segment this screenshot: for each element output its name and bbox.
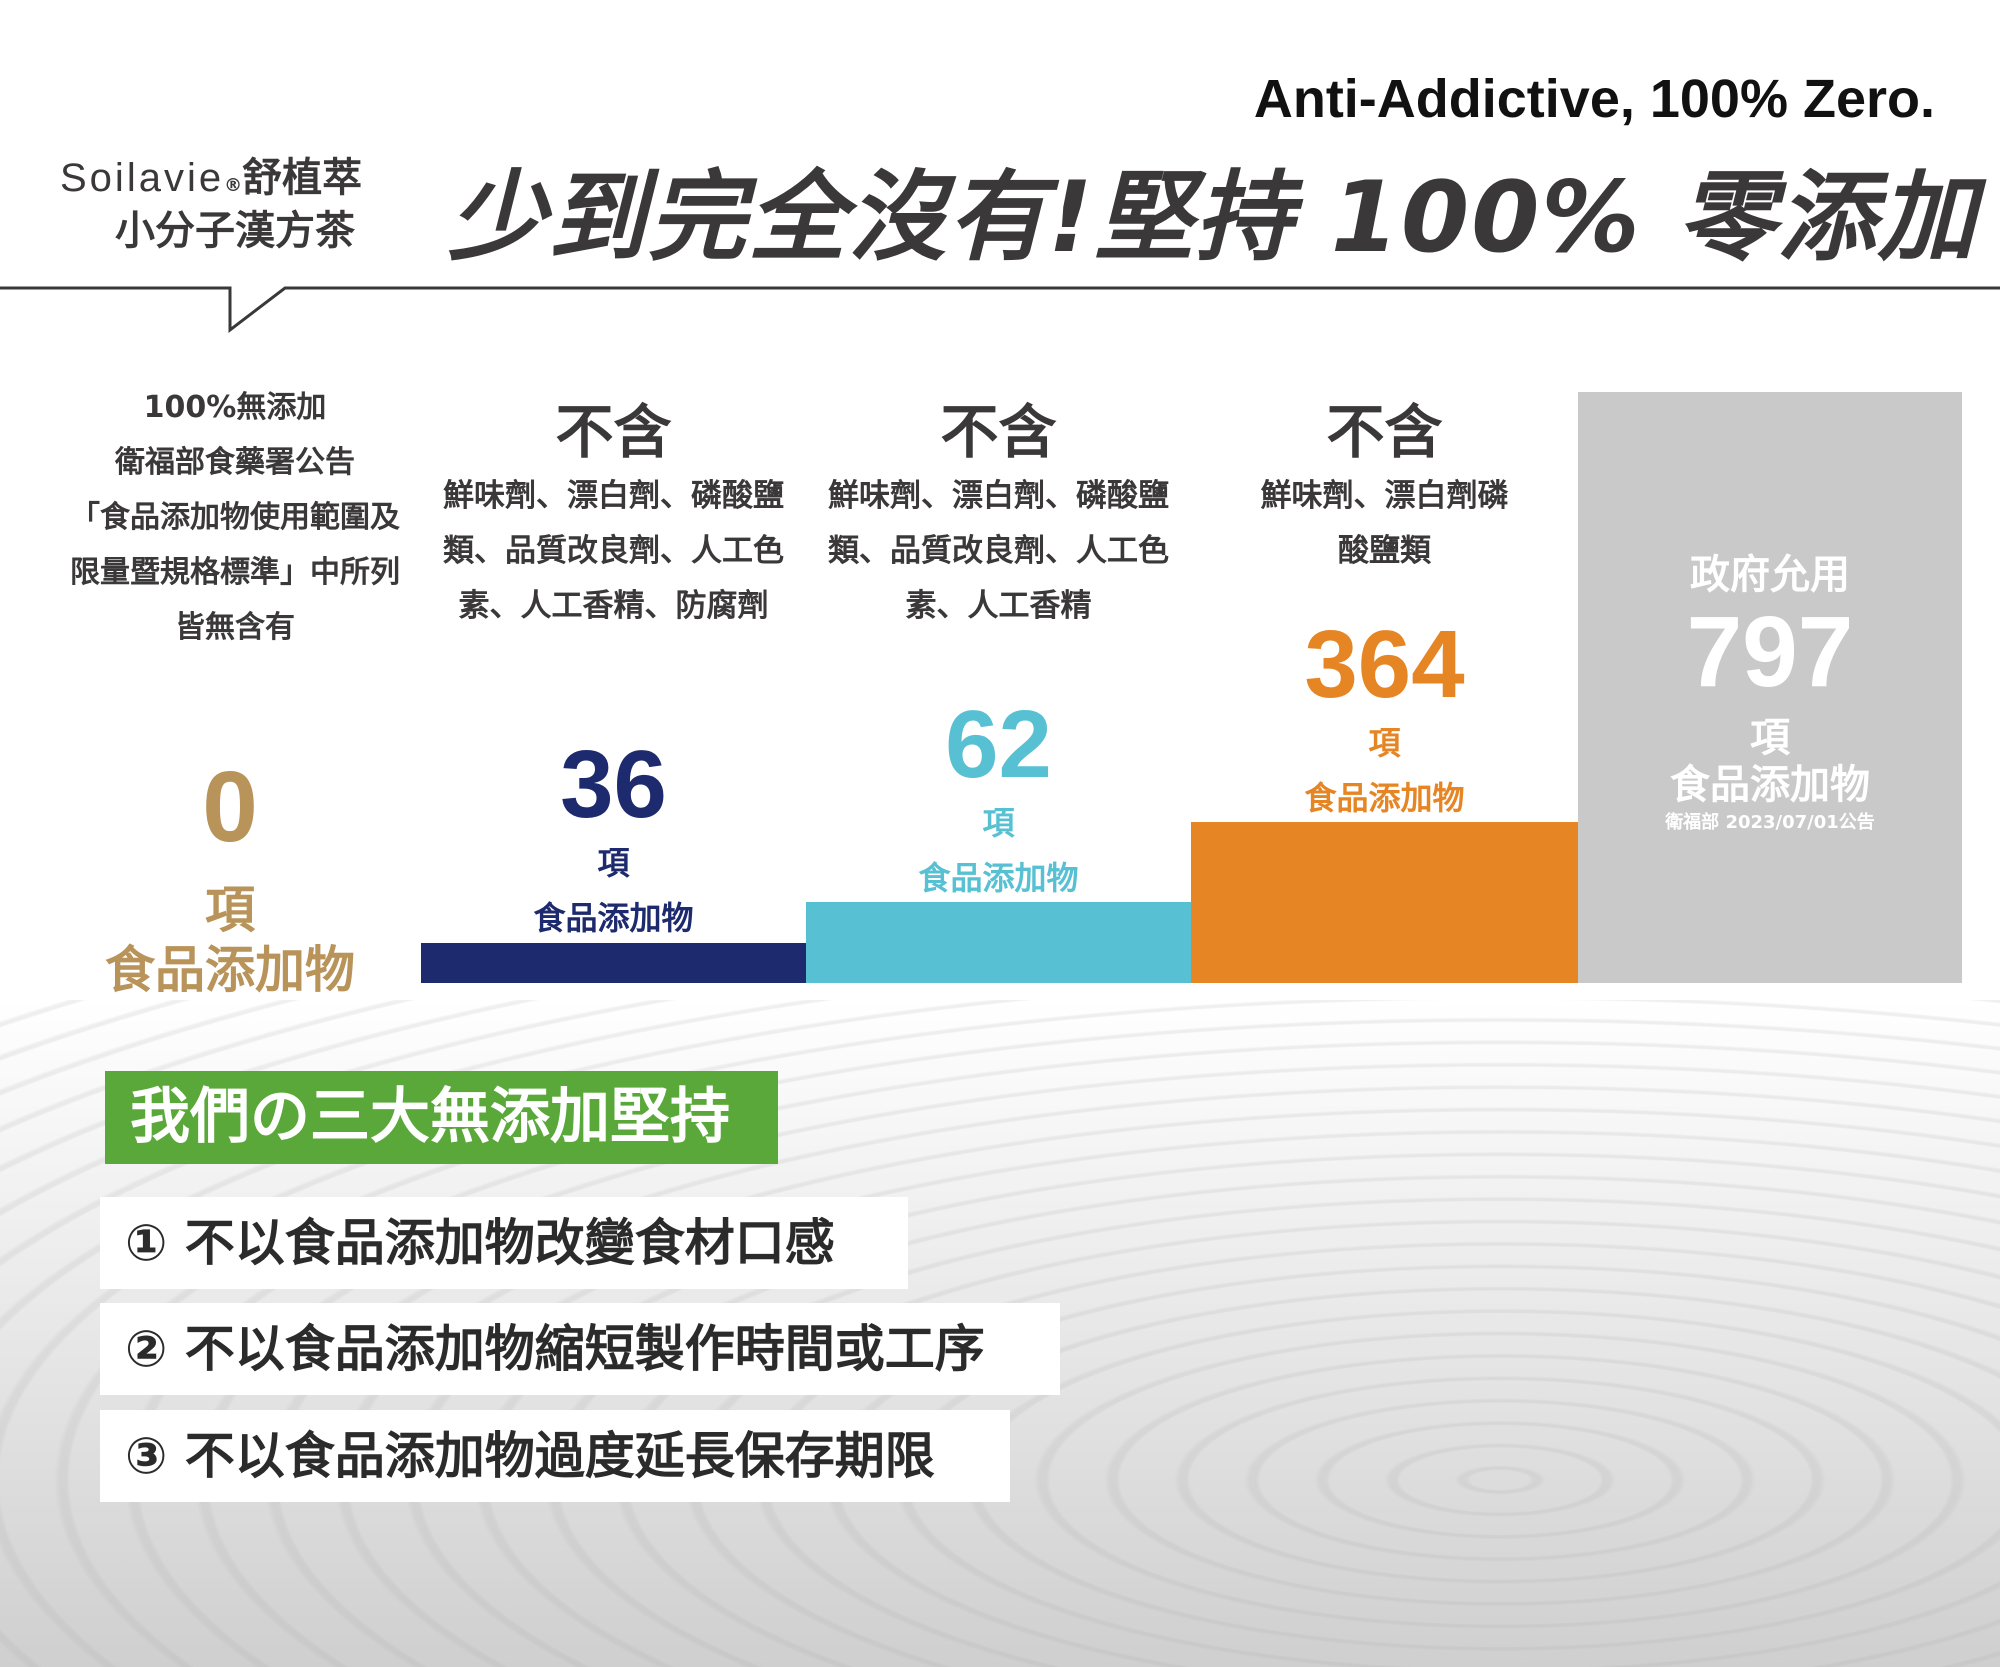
desc-line: 類、品質改良劑、人工色 xyxy=(828,533,1169,569)
column-1-number: 36 xyxy=(560,731,667,838)
commitment-item-3: ③ 不以食品添加物過度延長保存期限 xyxy=(100,1410,1010,1502)
desc-line: 限量暨規格標準」中所列 xyxy=(70,555,400,590)
desc-line: 100%無添加 xyxy=(143,390,327,425)
page-title: 少到完全沒有!堅持 100% 零添加 xyxy=(448,161,1978,275)
column-0-unit: 項 xyxy=(205,881,255,939)
desc-line: 皆無含有 xyxy=(175,610,295,645)
commitment-item-2: ② 不以食品添加物縮短製作時間或工序 xyxy=(100,1303,1060,1395)
column-2-number: 62 xyxy=(945,691,1052,798)
column-3-number: 364 xyxy=(1304,611,1465,718)
commitment-item-1: ① 不以食品添加物改變食材口感 xyxy=(100,1197,908,1289)
column-4-note: 衛福部 2023/07/01公告 xyxy=(1665,812,1875,833)
brand-logo: Soilavie®舒植萃 xyxy=(60,145,362,203)
column-0-number: 0 xyxy=(202,751,258,863)
column-1-label: 食品添加物 xyxy=(533,899,694,937)
desc-line: 鮮味劑、漂白劑磷 xyxy=(1260,478,1509,514)
tagline: Anti-Addictive, 100% Zero. xyxy=(1253,69,1935,129)
column-1-text: 不含 鮮味劑、漂白劑、磷酸鹽 類、品質改良劑、人工色 素、人工香精、防腐劑 xyxy=(421,385,806,634)
bar-797 xyxy=(1578,392,1962,983)
bar-36 xyxy=(421,943,806,983)
commitment-title: 我們の三大無添加堅持 xyxy=(105,1071,778,1164)
bar-364 xyxy=(1191,822,1578,983)
registered-mark: ® xyxy=(224,175,243,196)
desc-line: 鮮味劑、漂白劑、磷酸鹽 xyxy=(443,478,784,514)
desc-line: 類、品質改良劑、人工色 xyxy=(443,533,784,569)
brand-name: Soilavie xyxy=(60,156,225,200)
column-4-unit: 項 xyxy=(1750,715,1790,761)
column-heading: 不含 xyxy=(555,398,672,466)
column-4-heading: 政府允用 xyxy=(1690,552,1850,598)
column-4-label: 食品添加物 xyxy=(1670,762,1870,808)
desc-line: 鮮味劑、漂白劑、磷酸鹽 xyxy=(828,478,1169,514)
column-2-unit: 項 xyxy=(982,804,1015,842)
column-4-number: 797 xyxy=(1686,596,1854,708)
bar-62 xyxy=(806,902,1191,983)
desc-line: 衛福部食藥署公告 xyxy=(115,445,355,480)
column-2-text: 不含 鮮味劑、漂白劑、磷酸鹽 類、品質改良劑、人工色 素、人工香精 xyxy=(806,385,1191,634)
brand-name-zh: 舒植萃 xyxy=(242,155,363,201)
column-heading: 不含 xyxy=(1326,398,1443,466)
column-0-description: 100%無添加 衛福部食藥署公告 「食品添加物使用範圍及 限量暨規格標準」中所列… xyxy=(50,380,420,655)
desc-line: 酸鹽類 xyxy=(1338,533,1431,569)
desc-line: 素、人工香精 xyxy=(905,588,1092,624)
desc-line: 素、人工香精、防腐劑 xyxy=(458,588,769,624)
column-1-unit: 項 xyxy=(597,844,630,882)
column-3-unit: 項 xyxy=(1368,724,1401,762)
column-heading: 不含 xyxy=(940,398,1057,466)
brand-subtitle: 小分子漢方茶 xyxy=(115,208,355,254)
column-2-label: 食品添加物 xyxy=(918,859,1079,897)
column-0-label: 食品添加物 xyxy=(105,941,355,999)
column-3-label: 食品添加物 xyxy=(1304,779,1465,817)
header-divider xyxy=(0,286,2000,334)
column-3-text: 不含 鮮味劑、漂白劑磷 酸鹽類 xyxy=(1191,385,1578,579)
desc-line: 「食品添加物使用範圍及 xyxy=(70,500,400,535)
